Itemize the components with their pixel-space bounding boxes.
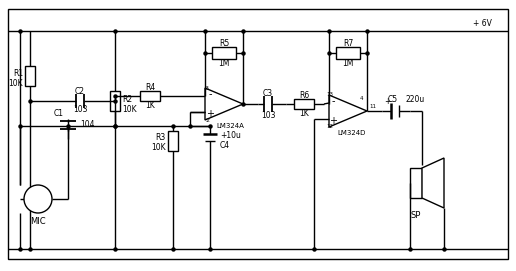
Polygon shape	[329, 95, 367, 127]
Text: 10K: 10K	[151, 144, 166, 153]
Text: 103: 103	[73, 105, 87, 115]
Bar	[294, 99, 314, 109]
Text: +: +	[384, 98, 390, 107]
Text: R6: R6	[299, 91, 309, 99]
Text: R3: R3	[156, 134, 166, 143]
Bar	[140, 91, 160, 101]
Text: 10K: 10K	[8, 79, 23, 89]
Text: -: -	[208, 89, 212, 99]
Text: 103: 103	[261, 111, 275, 120]
Bar	[168, 131, 178, 151]
Circle shape	[24, 185, 52, 213]
Text: C4: C4	[220, 141, 230, 150]
Text: -: -	[331, 96, 335, 106]
Text: +10u: +10u	[220, 131, 241, 140]
Text: R5: R5	[219, 40, 229, 49]
Text: 4: 4	[359, 95, 363, 101]
Text: R7: R7	[343, 40, 353, 49]
Bar	[110, 91, 120, 111]
Bar	[25, 66, 35, 86]
Text: 1K: 1K	[299, 108, 309, 118]
Text: 1M: 1M	[218, 60, 230, 69]
Text: 11: 11	[369, 104, 376, 108]
Text: R2: R2	[122, 95, 132, 104]
Bar	[212, 47, 236, 59]
Text: C2: C2	[75, 88, 85, 96]
Text: 220u: 220u	[405, 95, 424, 105]
Text: MIC: MIC	[30, 217, 46, 225]
Polygon shape	[422, 158, 444, 208]
Text: 1M: 1M	[342, 60, 353, 69]
Text: 10K: 10K	[122, 105, 137, 114]
Text: R1: R1	[13, 69, 23, 79]
Text: R4: R4	[145, 82, 155, 92]
Text: LM324D: LM324D	[338, 130, 366, 136]
Text: + 6V: + 6V	[473, 18, 492, 27]
Bar	[336, 47, 360, 59]
Text: 1K: 1K	[145, 101, 155, 109]
Text: 13: 13	[327, 92, 333, 98]
Text: 3: 3	[205, 86, 209, 92]
Text: SP: SP	[411, 211, 421, 221]
Polygon shape	[205, 88, 243, 120]
Text: +: +	[206, 109, 214, 119]
Text: +: +	[329, 116, 337, 126]
Text: 2: 2	[205, 118, 209, 122]
Text: 12: 12	[327, 124, 333, 130]
Text: 104: 104	[80, 120, 94, 129]
Text: LM324A: LM324A	[216, 123, 244, 129]
Text: C3: C3	[263, 89, 273, 98]
Text: C1: C1	[54, 109, 64, 118]
Text: C5: C5	[388, 95, 398, 105]
Bar	[410, 168, 422, 198]
